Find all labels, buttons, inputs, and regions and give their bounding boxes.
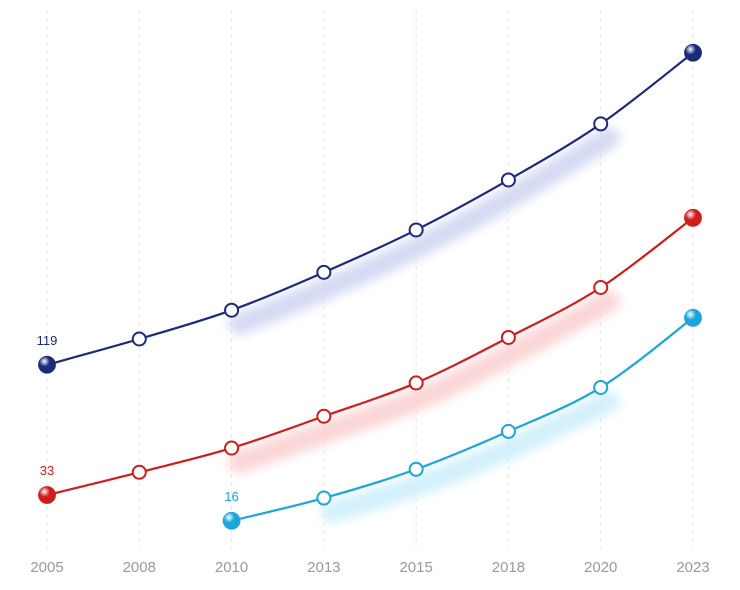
data-points <box>38 43 702 530</box>
series-0-point-2023 <box>684 43 702 62</box>
series-1-point-2013 <box>316 408 332 424</box>
x-tick-label-2018: 2018 <box>492 559 525 576</box>
series-1-point-2018 <box>500 329 516 345</box>
x-tick-label-2005: 2005 <box>30 559 63 576</box>
series-1-point-2008 <box>131 464 147 480</box>
series-1-glow <box>228 290 620 474</box>
series-2-point-2015 <box>408 461 424 477</box>
series-2-point-2013 <box>316 490 332 506</box>
series-2-point-2023 <box>684 308 702 327</box>
series-1-start-label: 33 <box>40 463 54 478</box>
series-0-point-2015 <box>408 222 424 238</box>
series-2-glow <box>320 390 620 524</box>
series-2-start-label: 16 <box>224 489 238 504</box>
series-1-point-2023 <box>684 208 702 227</box>
series-0-start-label: 119 <box>37 333 58 348</box>
series-0-point-2008 <box>131 331 147 347</box>
x-tick-label-2023: 2023 <box>676 559 709 576</box>
series-0-point-2010 <box>224 302 240 318</box>
x-axis: 2005 2008 2010 2013 2015 2018 2020 2023 <box>30 559 709 576</box>
x-tick-label-2010: 2010 <box>215 559 248 576</box>
series-glows <box>228 126 620 524</box>
series-2-line <box>231 316 694 522</box>
series-2-point-2020 <box>593 379 609 395</box>
series-0-point-2005 <box>38 355 56 374</box>
series-1-point-2010 <box>224 440 240 456</box>
x-tick-label-2015: 2015 <box>399 559 432 576</box>
series-1-point-2020 <box>593 280 609 295</box>
data-labels: 119 33 16 <box>37 333 239 504</box>
x-tick-label-2020: 2020 <box>584 559 617 576</box>
series-2-point-2018 <box>500 423 516 439</box>
x-tick-label-2008: 2008 <box>123 559 156 576</box>
series-0-point-2020 <box>593 116 609 132</box>
series-1-point-2015 <box>408 375 424 391</box>
series-0-point-2018 <box>500 172 516 188</box>
series-0-glow <box>228 126 620 336</box>
series-1-point-2005 <box>38 486 56 504</box>
series-2-point-2010 <box>222 511 241 530</box>
series-0-point-2013 <box>316 264 332 280</box>
x-tick-label-2013: 2013 <box>307 559 340 576</box>
